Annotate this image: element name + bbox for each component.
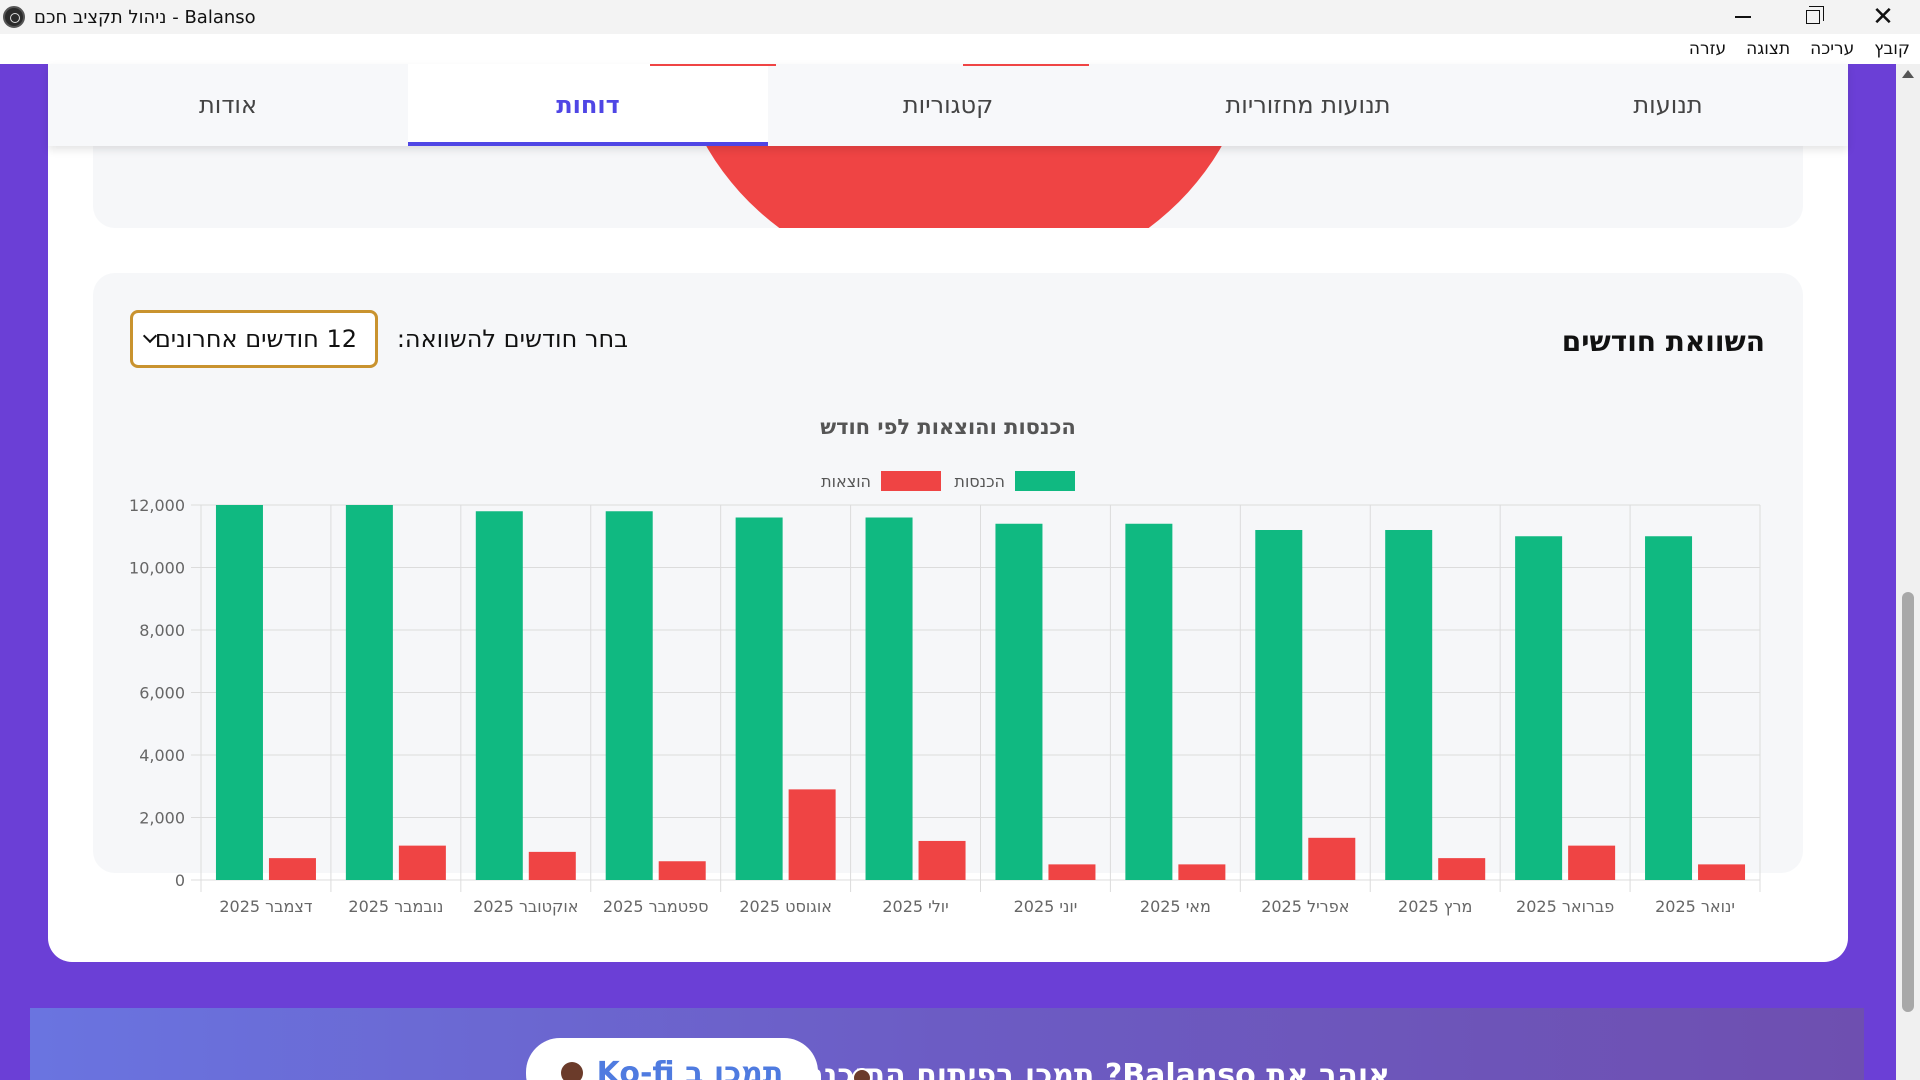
y-tick-label: 12,000	[129, 496, 185, 515]
section-title: השוואת חודשים	[1561, 325, 1765, 358]
y-tick-label: 0	[175, 871, 185, 890]
bar-expense[interactable]	[658, 861, 706, 880]
pie-edge-accent	[963, 64, 1089, 66]
bar-income[interactable]	[605, 511, 653, 880]
scroll-thumb[interactable]	[1902, 592, 1914, 1012]
bar-expense[interactable]	[1308, 837, 1356, 880]
bar-income[interactable]	[1515, 536, 1563, 880]
bar-expense[interactable]	[788, 789, 836, 880]
x-tick-label: אוקטובר 2025	[473, 897, 578, 916]
menu-help[interactable]: עזרה	[1688, 39, 1727, 59]
x-tick-label: נובמבר 2025	[348, 897, 443, 916]
window-title: ניהול תקציב חכם - Balanso	[34, 7, 256, 28]
y-tick-label: 8,000	[139, 621, 185, 640]
maximize-button[interactable]	[1778, 0, 1848, 34]
menu-view[interactable]: תצוגה	[1746, 39, 1791, 59]
menu-bar: קובץ עריכה תצוגה עזרה	[0, 34, 1920, 64]
bar-income[interactable]	[1385, 530, 1433, 880]
bar-expense[interactable]	[1568, 845, 1616, 880]
bar-expense[interactable]	[1438, 858, 1486, 880]
minimize-button[interactable]	[1708, 0, 1778, 34]
legend-swatch-income[interactable]	[1015, 471, 1075, 491]
x-tick-label: מאי 2025	[1140, 897, 1211, 916]
chart-grid	[191, 504, 1761, 892]
legend-label-income[interactable]: הכנסות	[954, 472, 1005, 491]
support-banner-text: אוהב את Balanso? תמכו בפיתוח התוכנה!	[789, 1058, 1390, 1080]
app-logo-icon	[3, 6, 25, 28]
bar-income[interactable]	[475, 511, 523, 880]
coffee-icon	[852, 1068, 872, 1080]
bar-expense[interactable]	[1178, 864, 1226, 880]
legend-label-expense[interactable]: הוצאות	[821, 472, 871, 491]
x-tick-label: ספטמבר 2025	[603, 897, 709, 916]
tab-transactions[interactable]: תנועות	[1633, 91, 1703, 119]
bar-expense[interactable]	[528, 851, 576, 880]
bar-expense[interactable]	[268, 858, 316, 880]
x-tick-label: יולי 2025	[882, 897, 948, 916]
bar-income[interactable]	[1255, 530, 1303, 880]
bar-expense[interactable]	[918, 840, 966, 880]
bar-income[interactable]	[1125, 523, 1173, 880]
coffee-cup-icon	[560, 1062, 583, 1080]
minimize-icon	[1735, 16, 1751, 18]
tab-recurring-transactions[interactable]: תנועות מחזוריות	[1225, 91, 1391, 119]
legend-swatch-expense[interactable]	[881, 471, 941, 491]
bar-income[interactable]	[215, 505, 263, 880]
x-tick-label: ינואר 2025	[1655, 897, 1735, 916]
chart-bars	[215, 505, 1746, 881]
x-tick-label: אפריל 2025	[1261, 897, 1349, 916]
bar-expense[interactable]	[398, 845, 446, 880]
vertical-scrollbar[interactable]	[1896, 64, 1920, 1080]
bar-income[interactable]	[995, 523, 1043, 880]
support-banner	[30, 1008, 1864, 1080]
income-expense-bar-chart: 0 2,000 4,000 6,000 8,000 10,000 12,000 ינואר 2…	[129, 415, 1761, 916]
y-tick-label: 10,000	[129, 559, 185, 578]
month-range-select[interactable]: 12 חודשים אחרונים	[130, 310, 378, 368]
x-tick-label: דצמבר 2025	[219, 897, 312, 916]
restore-icon	[1806, 6, 1824, 24]
close-button[interactable]: ✕	[1848, 0, 1918, 34]
y-tick-label: 6,000	[139, 684, 185, 703]
bar-expense[interactable]	[1698, 864, 1746, 880]
chart-labels: 0 2,000 4,000 6,000 8,000 10,000 12,000 ינואר 2…	[129, 496, 1735, 916]
bar-income[interactable]	[865, 517, 913, 881]
menu-file[interactable]: קובץ	[1874, 39, 1910, 59]
title-bar: ניהול תקציב חכם - Balanso ✕	[0, 0, 1920, 34]
bar-income[interactable]	[1645, 536, 1693, 880]
month-range-select-value: 12 חודשים אחרונים	[154, 325, 357, 353]
bar-income[interactable]	[345, 505, 393, 880]
pie-edge-accent	[650, 64, 776, 66]
chart-legend: הכנסות הוצאות	[821, 471, 1075, 491]
menu-edit[interactable]: עריכה	[1810, 39, 1855, 59]
kofi-support-button[interactable]: תמכו ב Ko-fi	[526, 1038, 818, 1080]
y-tick-label: 4,000	[139, 746, 185, 765]
y-tick-label: 2,000	[139, 809, 185, 828]
x-tick-label: מרץ 2025	[1398, 897, 1472, 916]
kofi-button-label: תמכו ב Ko-fi	[596, 1055, 784, 1080]
x-tick-label: פברואר 2025	[1516, 897, 1614, 916]
tab-categories[interactable]: קטגוריות	[902, 91, 994, 119]
scroll-up-arrow-icon[interactable]	[1902, 70, 1914, 78]
close-icon: ✕	[1872, 2, 1894, 32]
x-tick-label: יוני 2025	[1014, 897, 1078, 916]
chart-title: הכנסות והוצאות לפי חודש	[820, 415, 1076, 439]
tab-about[interactable]: אודות	[199, 91, 257, 119]
x-tick-label: אוגוסט 2025	[739, 897, 832, 916]
bar-expense[interactable]	[1048, 864, 1096, 880]
bar-income[interactable]	[735, 517, 783, 881]
main-tabs: תנועות תנועות מחזוריות קטגוריות דוחות או…	[48, 64, 1848, 146]
month-select-label: בחר חודשים להשוואה:	[396, 325, 628, 353]
tab-reports[interactable]: דוחות	[408, 64, 768, 146]
